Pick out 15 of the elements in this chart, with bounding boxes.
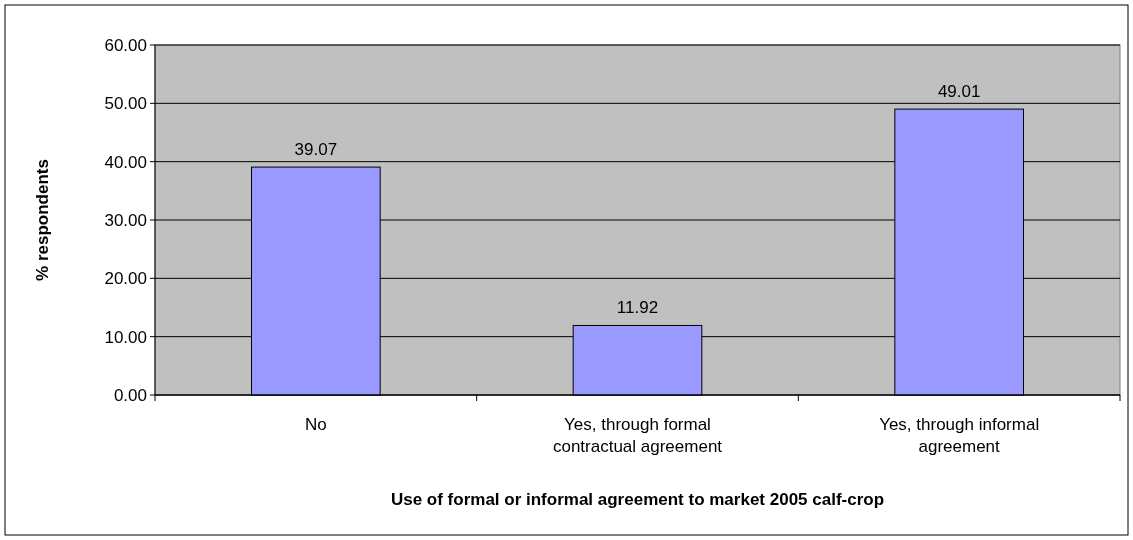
data-label: 11.92: [616, 298, 659, 318]
y-tick-label: 60.00: [104, 35, 147, 55]
y-tick-label: 20.00: [104, 269, 147, 289]
y-tick-label: 40.00: [104, 152, 147, 172]
data-label: 39.07: [294, 140, 338, 160]
x-tick-label: No: [304, 415, 327, 434]
x-tick-label: Yes, through formal contractual agreement: [552, 415, 723, 456]
y-tick-label: 10.00: [104, 327, 147, 347]
x-tick-label: Yes, through informal agreement: [879, 415, 1040, 456]
y-tick-label: 30.00: [104, 210, 147, 230]
y-axis-title: % respondents: [33, 159, 52, 281]
y-tick-label: 50.00: [104, 94, 147, 114]
y-tick-label: 0.00: [113, 385, 147, 405]
data-label: 49.01: [937, 82, 981, 102]
x-axis-title: Use of formal or informal agreement to market 2005 calf-crop: [390, 490, 885, 509]
